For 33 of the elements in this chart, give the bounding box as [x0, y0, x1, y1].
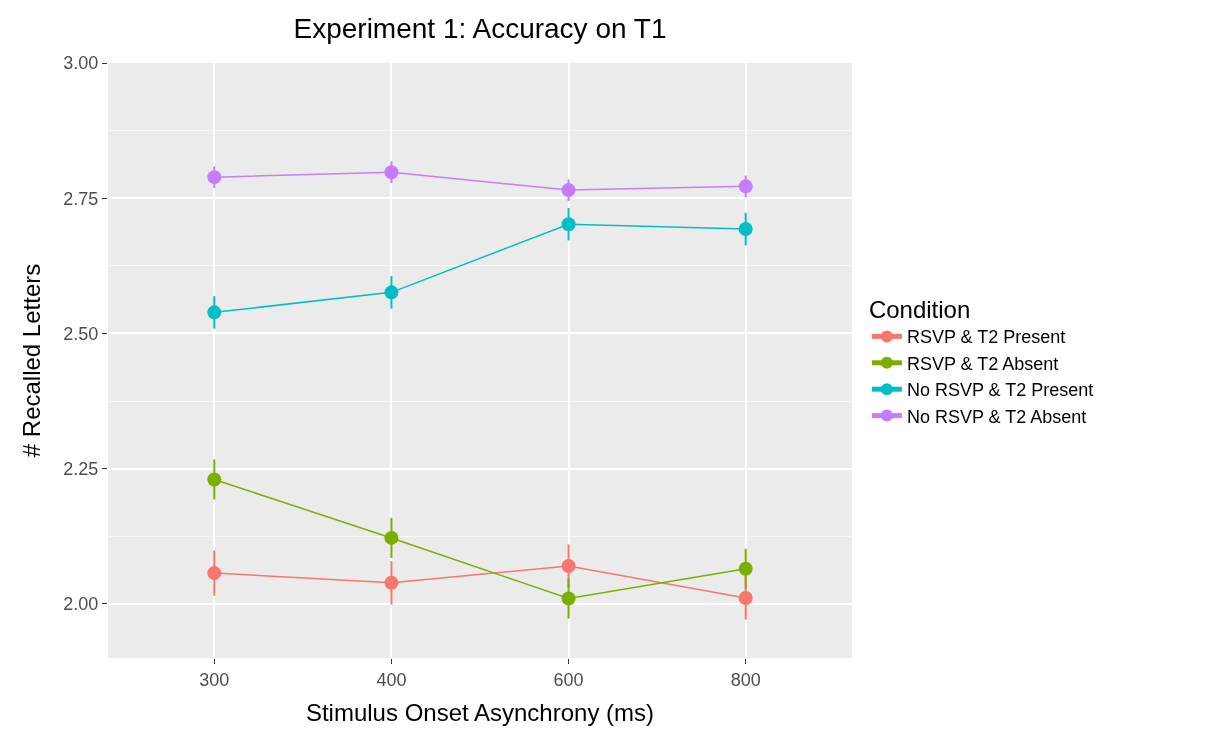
point	[738, 222, 753, 237]
y-tick-label: 3.00	[63, 53, 99, 74]
legend-label: No RSVP & T2 Present	[906, 380, 1094, 401]
point	[384, 575, 399, 590]
x-tick-label: 400	[376, 669, 407, 690]
point	[207, 472, 222, 487]
point	[207, 566, 222, 581]
point	[561, 559, 576, 574]
x-tick-label: 300	[199, 669, 230, 690]
legend-title: Condition	[868, 296, 971, 324]
chart-title: Experiment 1: Accuracy on T1	[293, 12, 667, 44]
x-axis-title: Stimulus Onset Asynchrony (ms)	[305, 698, 655, 726]
legend-label: RSVP & T2 Present	[906, 327, 1066, 348]
point	[207, 305, 222, 320]
legend-label: RSVP & T2 Absent	[906, 353, 1059, 374]
point	[738, 590, 753, 605]
y-tick-label: 2.25	[63, 458, 99, 479]
x-tick-label: 600	[553, 669, 584, 690]
legend-label: No RSVP & T2 Absent	[906, 406, 1087, 427]
point	[207, 170, 222, 185]
point	[738, 561, 753, 576]
y-tick-label: 2.50	[63, 323, 99, 344]
point	[561, 217, 576, 232]
y-tick-label: 2.00	[63, 594, 99, 615]
point	[561, 591, 576, 606]
point	[384, 530, 399, 545]
y-axis-title: # Recalled Letters	[18, 263, 46, 458]
x-tick-label: 800	[730, 669, 761, 690]
point	[384, 165, 399, 180]
point	[384, 285, 399, 300]
point	[561, 183, 576, 198]
y-tick-label: 2.75	[63, 188, 99, 209]
point	[738, 179, 753, 194]
